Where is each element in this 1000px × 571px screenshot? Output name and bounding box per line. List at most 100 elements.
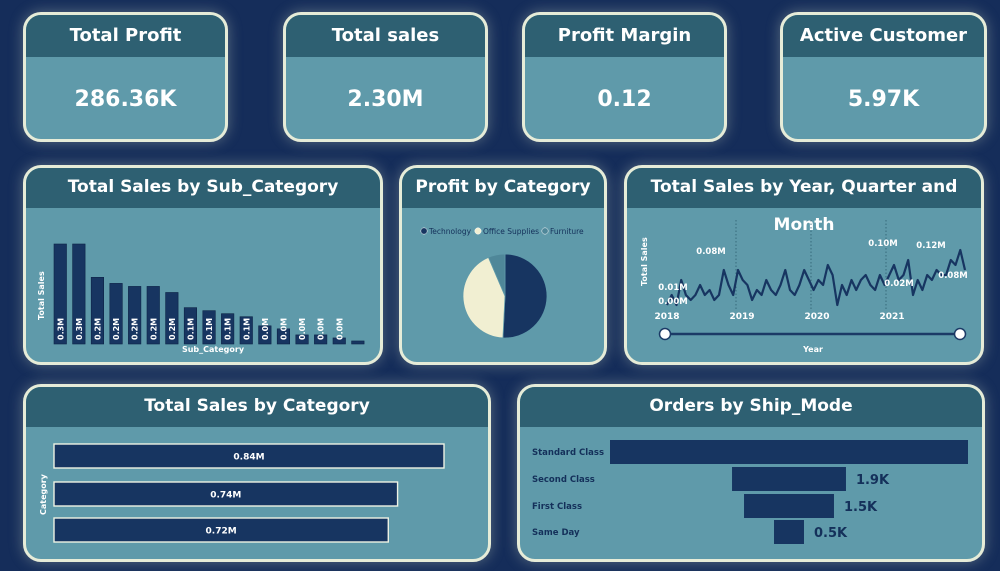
pie-slice[interactable] <box>462 256 506 339</box>
bar-data-label: 0.2M <box>112 318 121 340</box>
legend-marker <box>541 227 549 235</box>
panel-title: Orders by Ship_Mode <box>520 387 982 427</box>
subcategory-bar[interactable] <box>351 340 365 345</box>
subcategory-bar[interactable] <box>53 243 67 345</box>
subcategory-bar[interactable] <box>183 307 197 345</box>
kpi-value: 286.36K <box>74 87 177 112</box>
subcategory-bar[interactable] <box>295 334 309 345</box>
legend-entry[interactable]: Office Supplies <box>483 227 539 236</box>
x-tick-label: 2020 <box>804 312 829 322</box>
profit-category-chart[interactable]: Technology Office Supplies Furniture <box>402 208 604 362</box>
line-data-label: 0.12M <box>916 241 945 251</box>
line-data-label: 0.08M <box>696 247 725 257</box>
line-data-label: 0.10M <box>868 239 897 249</box>
kpi-card-total-sales[interactable]: Total sales 2.30M <box>283 12 488 142</box>
bar-data-label: 0.74M <box>210 491 241 501</box>
range-slider-start-handle[interactable] <box>658 327 672 341</box>
subcategory-bar[interactable] <box>146 286 160 345</box>
subcategory-bar[interactable] <box>165 292 179 345</box>
panel-title: Profit by Category <box>402 168 604 208</box>
kpi-card-active-customer[interactable]: Active Customer 5.97K <box>780 12 987 142</box>
line-data-label: 0.01M <box>658 283 687 293</box>
bar-data-label: 0.0M <box>279 318 288 340</box>
bar-data-label: 1.5K <box>844 500 878 515</box>
category-bar[interactable] <box>53 517 389 543</box>
bar-data-label: 0.3M <box>75 318 84 340</box>
category-bar[interactable] <box>53 481 399 507</box>
subcategory-bar[interactable] <box>314 334 328 345</box>
ship-mode-bar[interactable] <box>732 467 846 491</box>
ship-mode-panel[interactable]: Orders by Ship_Mode Standard Class Second… <box>517 384 985 562</box>
legend-marker <box>474 227 482 235</box>
subcategory-bar[interactable] <box>332 337 346 345</box>
bar-data-label: 0.1M <box>205 318 214 340</box>
sales-category-chart[interactable]: Category 0.84M 0.74M 0.72M <box>26 427 488 559</box>
sub-category-panel[interactable]: Total Sales by Sub_Category Total Sales … <box>23 165 383 365</box>
panel-title: Total Sales by Category <box>26 387 488 427</box>
bar-data-label: 0.84M <box>233 453 264 463</box>
range-slider-end-handle[interactable] <box>953 327 967 341</box>
legend-entry[interactable]: Furniture <box>550 227 584 236</box>
x-axis-label: Sub_Category <box>182 345 245 354</box>
ship-mode-label: Second Class <box>532 475 595 485</box>
category-bar[interactable] <box>53 443 445 469</box>
subcategory-bar[interactable] <box>90 277 104 345</box>
sales-line-chart[interactable]: Total Sales Year 0.08M 0.01M 0.00M 0.10M 0.1… <box>627 208 981 362</box>
sales-series-line[interactable] <box>666 248 967 307</box>
bar-data-label: 1.9K <box>856 473 890 488</box>
bar-data-label: 0.5K <box>814 526 848 541</box>
kpi-title: Total sales <box>286 15 485 57</box>
profit-category-panel[interactable]: Profit by Category Technology Office Supp… <box>399 165 607 365</box>
bar-data-label: 0.1M <box>242 318 251 340</box>
subcategory-bar[interactable] <box>221 313 235 345</box>
pie-slice[interactable] <box>487 253 506 297</box>
year-quarter-panel[interactable]: Total Sales by Year, Quarter and Month T… <box>624 165 984 365</box>
ship-mode-bar[interactable] <box>774 520 804 544</box>
subcategory-bar[interactable] <box>239 316 253 345</box>
sales-category-panel[interactable]: Total Sales by Category Category 0.84M 0.… <box>23 384 491 562</box>
bar-data-label: 0.0M <box>335 318 344 340</box>
legend-marker <box>420 227 428 235</box>
y-axis-label: Category <box>39 473 48 515</box>
ship-mode-chart[interactable]: Standard Class Second Class 1.9K First Clas… <box>520 427 982 559</box>
kpi-value: 5.97K <box>847 87 920 112</box>
bar-data-label: 0.2M <box>149 318 158 340</box>
legend-entry[interactable]: Technology <box>428 227 472 236</box>
subcategory-bar[interactable] <box>276 328 290 345</box>
line-data-label: 0.02M <box>884 279 913 289</box>
bar-data-label: 0.0M <box>261 318 270 340</box>
subcategory-bar[interactable] <box>258 325 272 345</box>
line-data-label: 0.08M <box>938 271 967 281</box>
kpi-title: Total Profit <box>26 15 225 57</box>
panel-title: Total Sales by Sub_Category <box>26 168 380 208</box>
subcategory-bar[interactable] <box>72 243 86 345</box>
kpi-title: Active Customer <box>783 15 984 57</box>
bar-data-label: 0.0M <box>317 318 326 340</box>
x-tick-label: 2019 <box>729 312 754 322</box>
ship-mode-bar[interactable] <box>610 440 968 464</box>
bar-data-label: 0.2M <box>168 318 177 340</box>
line-data-label: 0.00M <box>658 297 687 307</box>
pie-slice[interactable] <box>502 253 548 339</box>
x-tick-label: 2018 <box>654 312 679 322</box>
bar-data-label: 0.72M <box>206 527 237 537</box>
bar-data-label: 0.1M <box>224 318 233 340</box>
bar-data-label: 0.2M <box>93 318 102 340</box>
ship-mode-label: Same Day <box>532 528 580 538</box>
kpi-card-profit-margin[interactable]: Profit Margin 0.12 <box>522 12 727 142</box>
bar-data-label: 0.0M <box>298 318 307 340</box>
kpi-value: 2.30M <box>347 87 424 112</box>
bar-data-label: 0.3M <box>56 318 65 340</box>
ship-mode-bar[interactable] <box>744 494 834 518</box>
y-axis-label: Total Sales <box>37 271 46 320</box>
x-tick-label: 2021 <box>879 312 904 322</box>
x-axis-label: Year <box>802 345 823 354</box>
bar-data-label: 0.2M <box>131 318 140 340</box>
subcategory-bar[interactable] <box>128 286 142 345</box>
subcategory-bar[interactable] <box>109 283 123 345</box>
kpi-title: Profit Margin <box>525 15 724 57</box>
kpi-card-total-profit[interactable]: Total Profit 286.36K <box>23 12 228 142</box>
kpi-value: 0.12 <box>597 87 652 112</box>
sub-category-chart[interactable]: Total Sales Sub_Category 0.3M 0.3M 0.2M 0.2… <box>26 208 380 362</box>
subcategory-bar[interactable] <box>202 310 216 345</box>
